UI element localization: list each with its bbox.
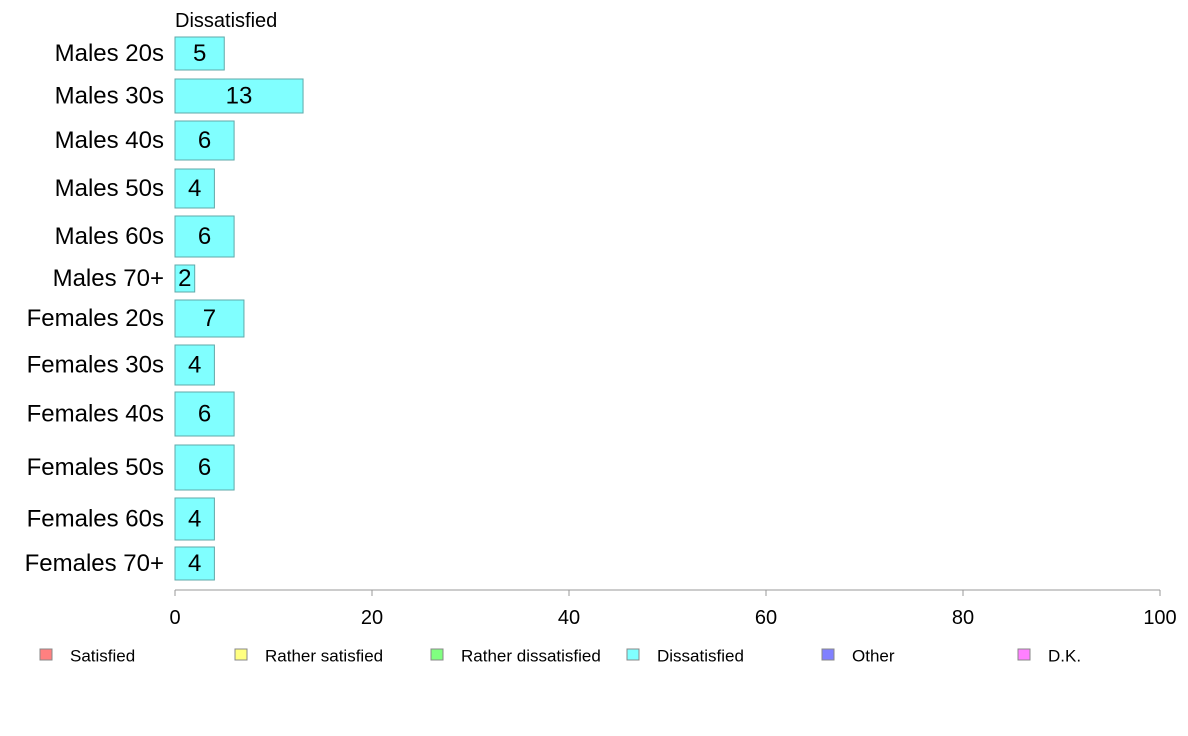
bar-value-label: 4 [188, 506, 201, 533]
category-label: Males 50s [55, 175, 164, 202]
category-label: Females 40s [27, 401, 164, 428]
category-label: Females 30s [27, 352, 164, 379]
bar [174, 78, 304, 114]
bar-value-label: 6 [198, 454, 211, 481]
x-tick-label: 100 [1143, 607, 1176, 629]
x-axis: 0 20 40 60 80 100 [169, 589, 1177, 629]
legend-swatch [430, 648, 444, 661]
legend: Satisfied Rather satisfied Rather dissatis… [39, 647, 1081, 666]
legend-label: D.K. [1048, 647, 1081, 666]
bar-value-label: 13 [226, 83, 253, 110]
chart-title: Dissatisfied [175, 10, 277, 32]
bar [174, 299, 245, 338]
bars-group: Males 20s 5 Males 30s 13 Males 40s 6 Males 50s… [25, 36, 304, 581]
legend-swatch [234, 648, 248, 661]
x-tick-label: 20 [361, 607, 383, 629]
bar-value-label: 6 [198, 223, 211, 250]
legend-swatch [821, 648, 835, 661]
category-label: Males 70+ [53, 265, 164, 292]
category-label: Males 40s [55, 127, 164, 154]
category-label: Males 20s [55, 40, 164, 67]
bar-value-label: 4 [188, 550, 201, 577]
bar [174, 546, 215, 581]
bar-value-label: 2 [178, 265, 191, 292]
bar-value-label: 6 [198, 401, 211, 428]
bar [174, 391, 235, 437]
legend-label: Rather dissatisfied [461, 647, 601, 666]
category-label: Females 50s [27, 454, 164, 481]
legend-label: Rather satisfied [265, 647, 383, 666]
bar-value-label: 5 [193, 40, 206, 67]
bar-value-label: 4 [188, 175, 201, 202]
bar [174, 264, 196, 293]
bar [174, 497, 215, 541]
category-label: Females 20s [27, 305, 164, 332]
legend-swatch [39, 648, 53, 661]
legend-swatch [626, 648, 640, 661]
bar-value-label: 7 [203, 305, 216, 332]
category-label: Females 70+ [25, 550, 164, 577]
x-tick-label: 80 [952, 607, 974, 629]
bar [174, 215, 235, 258]
bar [174, 36, 225, 71]
legend-label: Other [852, 647, 895, 666]
legend-label: Satisfied [70, 647, 135, 666]
category-label: Females 60s [27, 506, 164, 533]
bar [174, 344, 215, 386]
bar [174, 168, 215, 209]
category-label: Males 30s [55, 83, 164, 110]
x-tick-label: 0 [169, 607, 180, 629]
bar-value-label: 6 [198, 127, 211, 154]
bar [174, 120, 235, 161]
x-tick-label: 40 [558, 607, 580, 629]
legend-label: Dissatisfied [657, 647, 744, 666]
x-tick-label: 60 [755, 607, 777, 629]
legend-swatch [1017, 648, 1031, 661]
category-label: Males 60s [55, 223, 164, 250]
bar [174, 444, 235, 491]
bar-value-label: 4 [188, 352, 201, 379]
